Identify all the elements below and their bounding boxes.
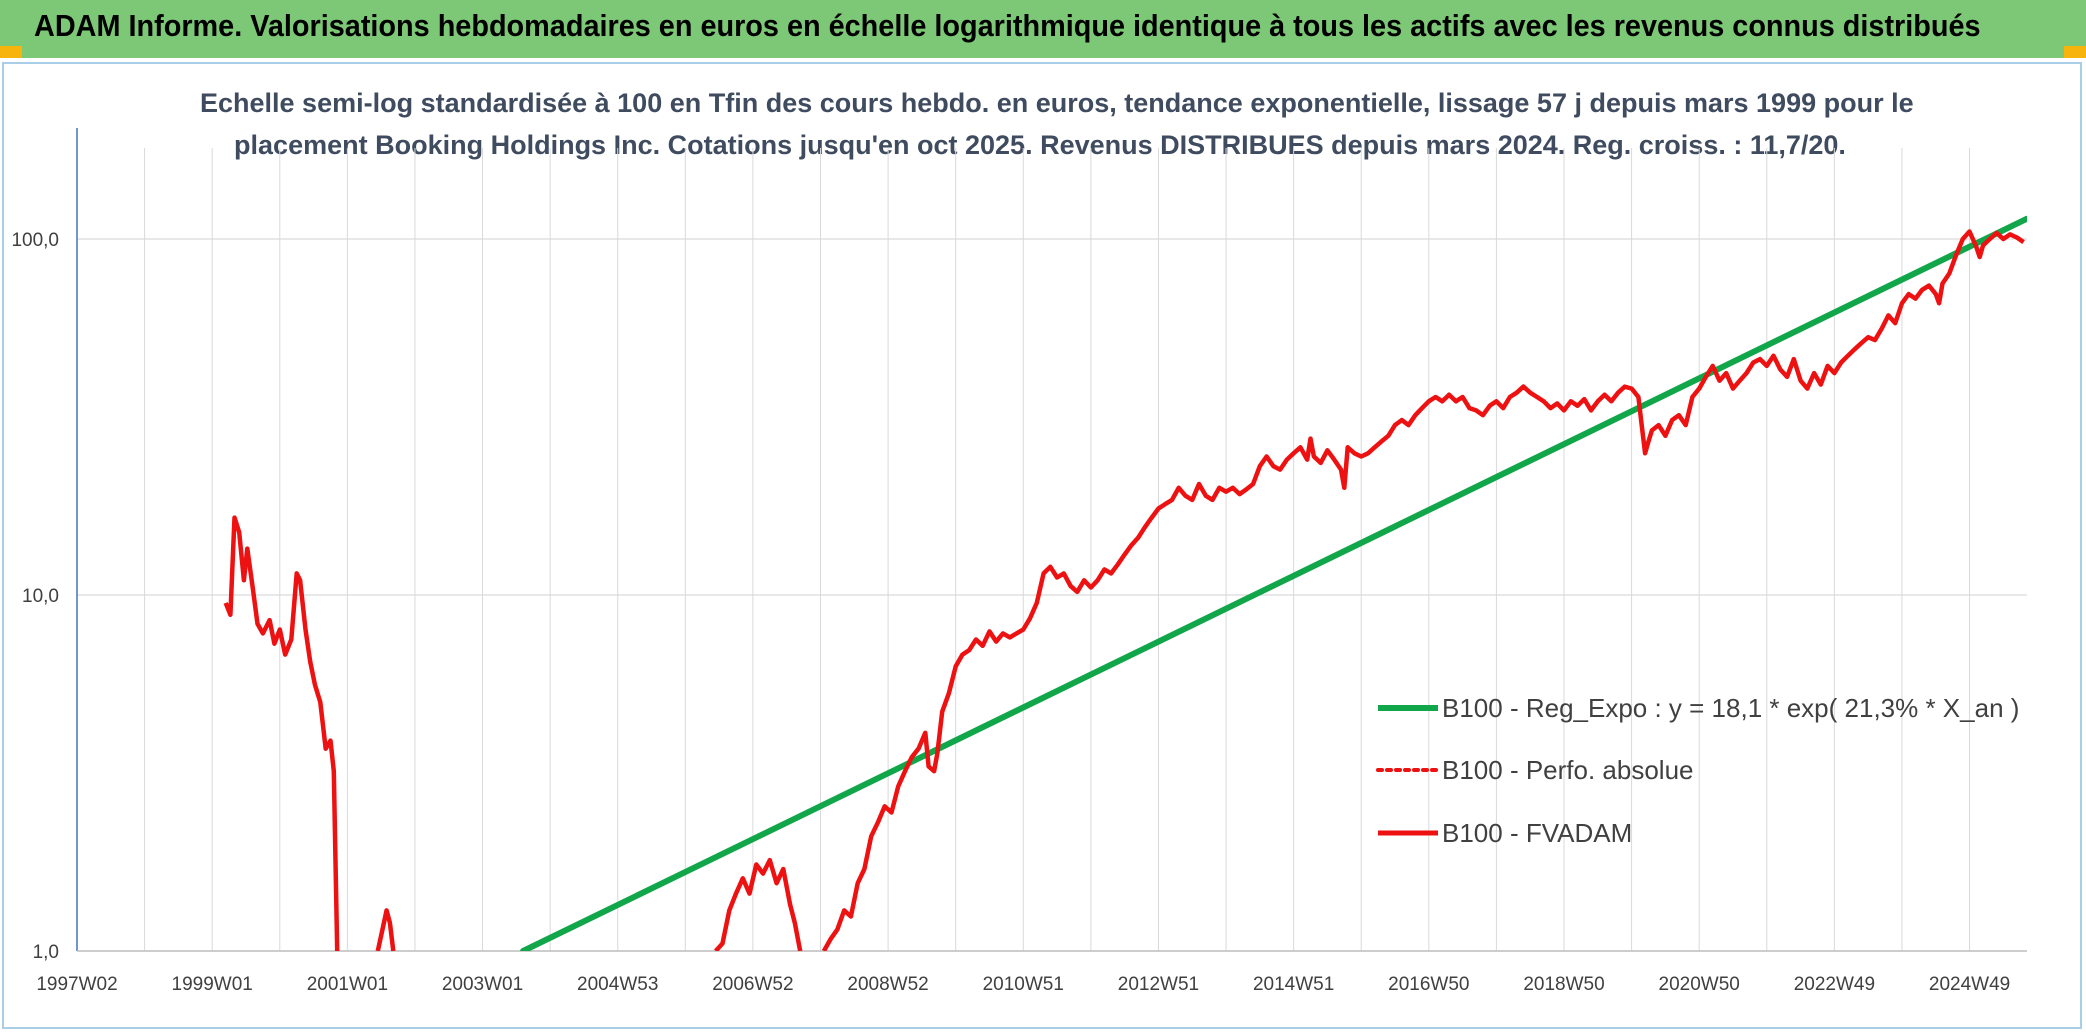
corner-mark-right bbox=[2064, 46, 2086, 58]
corner-mark-left bbox=[0, 46, 22, 58]
legend: B100 - Reg_Expo : y = 18,1 * exp( 21,3% … bbox=[1376, 693, 2019, 848]
report-banner: ADAM Informe. Valorisations hebdomadaire… bbox=[0, 0, 2086, 58]
y-tick-label: 10,0 bbox=[22, 586, 59, 607]
report-title: ADAM Informe. Valorisations hebdomadaire… bbox=[34, 8, 1981, 43]
fvadam-line bbox=[821, 229, 2025, 951]
x-tick-label: 2012W51 bbox=[1118, 974, 1199, 995]
legend-label: B100 - Perfo. absolue bbox=[1442, 755, 1694, 785]
chart-subtitle-line2: placement Booking Holdings Inc. Cotation… bbox=[234, 130, 1846, 160]
x-tick-label: 2020W50 bbox=[1659, 974, 1740, 995]
grid-lines bbox=[76, 148, 2027, 952]
chart-frame bbox=[2, 62, 2082, 1029]
x-tick-label: 2004W53 bbox=[577, 974, 658, 995]
x-tick-label: 2016W50 bbox=[1388, 974, 1469, 995]
trend-line bbox=[520, 215, 2027, 951]
x-tick-label: 2010W51 bbox=[983, 974, 1064, 995]
x-tick-label: 2022W49 bbox=[1794, 974, 1875, 995]
x-tick-label: 2018W50 bbox=[1523, 974, 1604, 995]
x-tick-label: 1997W02 bbox=[36, 974, 117, 995]
series-lines bbox=[223, 215, 2027, 951]
chart-subtitle-line1: Echelle semi-log standardisée à 100 en T… bbox=[200, 88, 1914, 118]
x-tick-label: 1999W01 bbox=[172, 974, 253, 995]
x-tick-label: 2014W51 bbox=[1253, 974, 1334, 995]
x-tick-label: 2024W49 bbox=[1929, 974, 2010, 995]
fvadam-line bbox=[714, 857, 803, 951]
fvadam-line bbox=[375, 908, 396, 951]
fvadam-line bbox=[223, 515, 340, 951]
x-tick-label: 2001W01 bbox=[307, 974, 388, 995]
x-tick-label: 2008W52 bbox=[847, 974, 928, 995]
legend-label: B100 - Reg_Expo : y = 18,1 * exp( 21,3% … bbox=[1442, 693, 2019, 723]
y-tick-label: 1,0 bbox=[33, 942, 59, 963]
y-tick-label: 100,0 bbox=[11, 230, 59, 251]
legend-label: B100 - FVADAM bbox=[1442, 818, 1632, 848]
x-tick-label: 2006W52 bbox=[712, 974, 793, 995]
axes: 1,0 10,0 100,0 1997W02 1999W01 2001W01 2003W01… bbox=[11, 128, 2027, 995]
x-tick-label: 2003W01 bbox=[442, 974, 523, 995]
